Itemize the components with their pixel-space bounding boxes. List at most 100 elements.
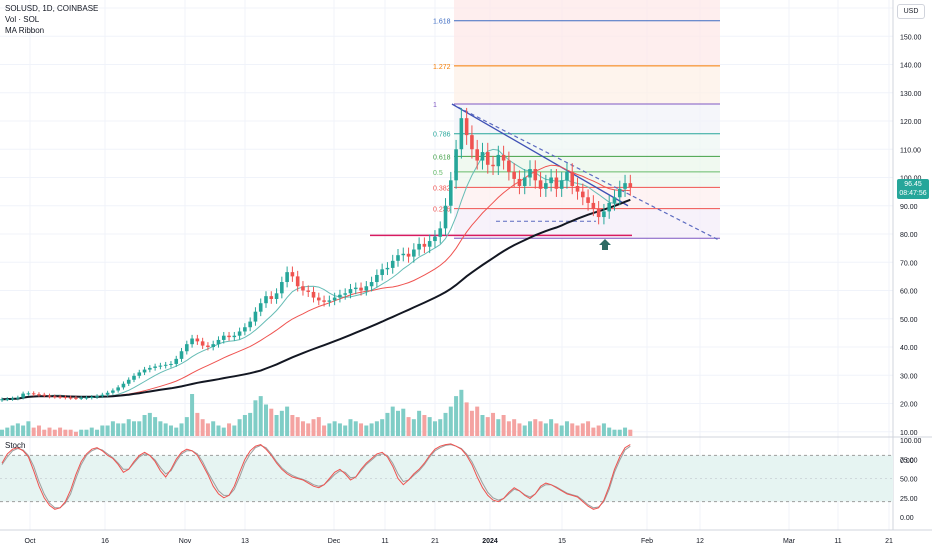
volume-bar — [496, 419, 501, 436]
legend-volume: Vol · SOL — [5, 15, 40, 24]
volume-bar — [52, 429, 57, 436]
volume-bar — [279, 410, 284, 436]
stoch-d-line — [1, 444, 631, 509]
grid-lines — [0, 0, 893, 530]
volume-bar — [205, 423, 210, 436]
candle-body — [105, 392, 110, 395]
volume-bar — [36, 425, 41, 436]
volume-bar — [95, 429, 100, 436]
volume-bar — [300, 421, 305, 436]
candle-body — [211, 344, 215, 347]
volume-bar — [15, 423, 20, 436]
candle-body — [449, 180, 453, 206]
candle-body — [295, 276, 300, 287]
candle-body — [258, 303, 263, 312]
candle-body — [53, 396, 57, 398]
volume-bar — [348, 419, 353, 436]
volume-bar — [179, 423, 184, 436]
candle-body — [237, 331, 242, 336]
time-tick-label: Feb — [641, 538, 653, 545]
volume-bar — [306, 423, 311, 436]
volume-bar — [100, 425, 105, 436]
volume-bar — [406, 417, 411, 436]
fib-level-label: 0.786 — [433, 132, 451, 139]
candle-body — [359, 287, 363, 291]
volume-bar — [401, 408, 406, 436]
volume-bar — [132, 421, 136, 436]
volume-bar — [459, 389, 464, 436]
volume-bar — [380, 419, 385, 436]
legend-symbol: SOLUSD, 1D, COINBASE — [5, 4, 99, 13]
volume-bar — [580, 423, 585, 436]
candle-body — [195, 338, 200, 342]
volume-bar — [10, 425, 15, 436]
candle-body — [380, 269, 384, 275]
volume-bar — [221, 427, 226, 436]
volume-bar — [475, 406, 480, 436]
candle-body — [58, 396, 62, 398]
candle-body — [385, 267, 390, 270]
volume-bar — [601, 423, 606, 436]
candle-body — [158, 365, 163, 367]
volume-bar — [374, 421, 379, 436]
candle-body — [591, 202, 596, 209]
ma-long — [1, 198, 631, 401]
volume-bar — [258, 396, 263, 436]
price-tick-label: 60.00 — [900, 289, 918, 296]
time-tick-label: 2024 — [482, 538, 498, 545]
volume-bar — [448, 406, 453, 436]
time-tick-label: Mar — [783, 538, 796, 545]
volume-bar — [58, 427, 63, 436]
candle-body — [538, 180, 543, 189]
last-price: 96.45 — [904, 181, 922, 188]
volume-bar — [322, 425, 327, 436]
candle-body — [544, 183, 548, 189]
candle-body — [84, 397, 89, 399]
candle-body — [485, 152, 490, 165]
volume-bar — [438, 419, 443, 436]
currency-button[interactable]: USD — [897, 4, 925, 19]
volume-bar — [332, 421, 337, 436]
volume-bar — [79, 429, 84, 436]
candle-body — [517, 178, 522, 186]
candle-body — [454, 149, 458, 181]
fib-level-label: 0.382 — [433, 185, 451, 192]
candle-body — [31, 393, 36, 395]
price-tick-label: 10.00 — [900, 430, 918, 437]
volume-bar — [607, 427, 612, 436]
volume-bar — [89, 427, 94, 436]
candle-body — [596, 208, 601, 218]
candle-body — [16, 397, 20, 399]
candle-body — [470, 135, 474, 150]
volume-bar — [5, 427, 10, 436]
volume-bar — [264, 404, 268, 436]
candle-body — [0, 399, 4, 401]
candle-body — [21, 393, 25, 398]
volume-bar — [411, 419, 416, 436]
volume-bar — [337, 423, 342, 436]
volume-bar — [612, 429, 617, 436]
volume-bar — [158, 421, 163, 436]
candle-body — [480, 152, 485, 161]
candle-body — [348, 289, 353, 294]
candle-body — [206, 345, 210, 347]
volume-bar — [617, 429, 622, 436]
candle-body — [317, 297, 321, 301]
candle-body — [264, 296, 268, 304]
volume-bar — [227, 423, 232, 436]
volume-bar — [480, 415, 485, 436]
volume-bar — [485, 417, 490, 436]
candle-body — [364, 286, 369, 291]
candle-body — [169, 363, 173, 365]
candle-body — [248, 321, 252, 328]
last-price-tag: 96.45 08:47:56 — [897, 179, 929, 199]
volume-bar — [190, 394, 195, 436]
price-tick-label: 40.00 — [900, 345, 918, 352]
volume-bar — [126, 419, 131, 436]
fib-level-label: 1.272 — [433, 64, 451, 71]
volume-bar — [469, 410, 474, 436]
price-tick-label: 140.00 — [900, 63, 922, 70]
volume-bar — [454, 396, 459, 436]
volume-bar — [311, 419, 316, 436]
